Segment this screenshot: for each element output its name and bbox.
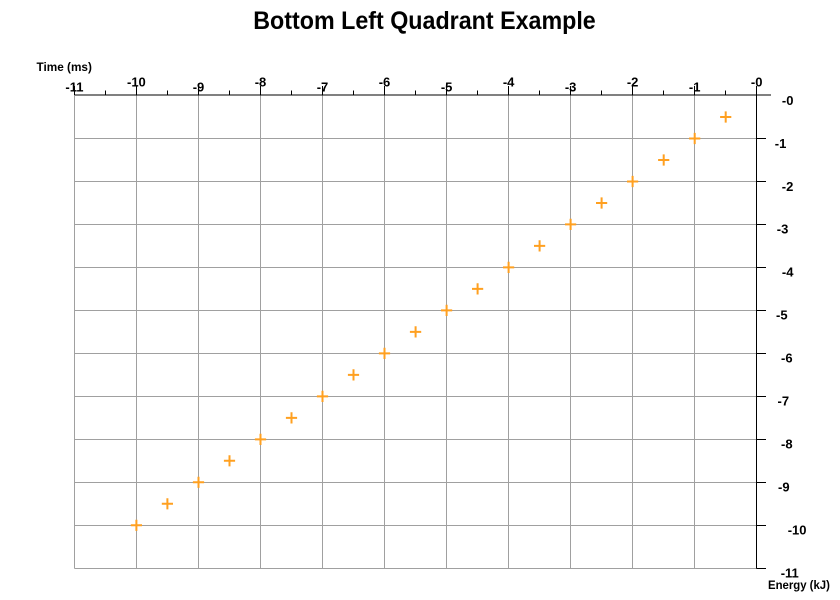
svg-text:-6: -6 — [781, 351, 793, 366]
svg-text:-5: -5 — [776, 308, 788, 323]
svg-text:-1: -1 — [689, 80, 701, 95]
svg-text:-11: -11 — [781, 566, 799, 581]
svg-text:-10: -10 — [788, 523, 807, 538]
svg-text:-2: -2 — [627, 74, 639, 89]
svg-text:-2: -2 — [782, 179, 794, 194]
svg-text:-7: -7 — [778, 394, 790, 409]
svg-text:-7: -7 — [317, 80, 329, 95]
svg-text:-11: -11 — [65, 80, 83, 95]
svg-text:-0: -0 — [782, 93, 794, 108]
svg-text:-4: -4 — [503, 74, 515, 89]
svg-text:-5: -5 — [441, 80, 453, 95]
svg-text:-8: -8 — [781, 437, 793, 452]
svg-text:-3: -3 — [777, 222, 789, 237]
svg-text:-1: -1 — [775, 136, 787, 151]
svg-text:-9: -9 — [778, 480, 790, 495]
svg-text:Energy (kJ): Energy (kJ) — [768, 578, 830, 592]
svg-text:-10: -10 — [127, 74, 146, 89]
svg-text:Time (ms): Time (ms) — [37, 60, 92, 74]
svg-text:-9: -9 — [193, 80, 205, 95]
svg-text:-8: -8 — [255, 74, 267, 89]
svg-text:-0: -0 — [751, 74, 763, 89]
svg-text:-4: -4 — [782, 265, 794, 280]
svg-text:Bottom Left Quadrant Example: Bottom Left Quadrant Example — [253, 7, 596, 35]
svg-text:-3: -3 — [565, 80, 577, 95]
svg-text:-6: -6 — [379, 74, 391, 89]
